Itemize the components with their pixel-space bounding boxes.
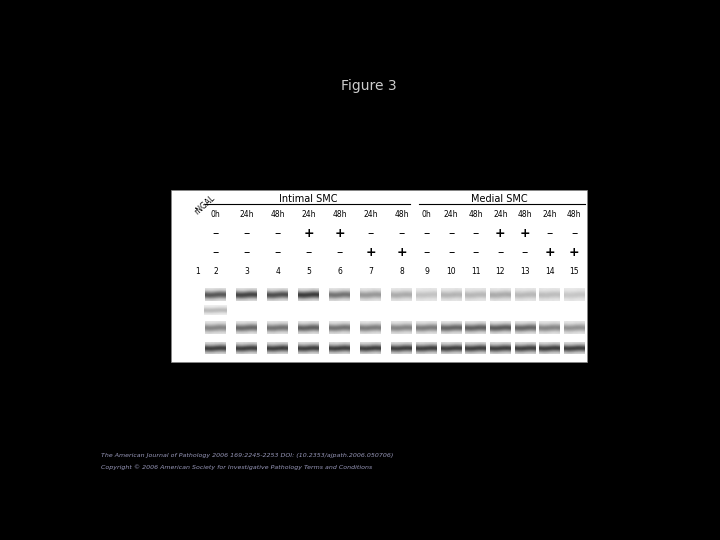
- Text: +: +: [396, 246, 407, 259]
- Text: Copyright © 2006 American Society for Investigative Pathology Terms and Conditio: Copyright © 2006 American Society for In…: [101, 464, 372, 470]
- Text: –: –: [398, 227, 405, 240]
- Text: –: –: [423, 227, 430, 240]
- Text: –: –: [212, 227, 219, 240]
- Text: –: –: [498, 246, 503, 259]
- Text: 48h: 48h: [518, 210, 532, 219]
- Text: –: –: [274, 246, 281, 259]
- Text: 9: 9: [424, 267, 429, 276]
- Text: 24h: 24h: [542, 210, 557, 219]
- Text: 24h: 24h: [302, 210, 316, 219]
- Text: –: –: [472, 246, 479, 259]
- Text: +: +: [334, 227, 345, 240]
- Text: 14: 14: [545, 267, 554, 276]
- Text: 12: 12: [495, 267, 505, 276]
- Text: lane: lane: [153, 267, 171, 276]
- Text: 13: 13: [520, 267, 530, 276]
- Text: 5: 5: [306, 267, 311, 276]
- Text: 7: 7: [368, 267, 373, 276]
- Text: 24h: 24h: [444, 210, 459, 219]
- Text: –: –: [571, 227, 577, 240]
- Text: 1: 1: [194, 267, 199, 276]
- Text: –: –: [423, 246, 430, 259]
- Text: 8: 8: [400, 267, 404, 276]
- Text: +: +: [544, 246, 555, 259]
- Text: β-Gal: β-Gal: [148, 229, 171, 238]
- Text: 2: 2: [213, 267, 218, 276]
- FancyBboxPatch shape: [171, 190, 587, 362]
- Text: rNGAL: rNGAL: [192, 194, 217, 217]
- Text: Medial SMC: Medial SMC: [471, 194, 528, 204]
- Text: Intimal SMC: Intimal SMC: [279, 194, 338, 204]
- Text: 4: 4: [275, 267, 280, 276]
- Text: –: –: [448, 227, 454, 240]
- Text: –: –: [546, 227, 553, 240]
- Text: 24h: 24h: [493, 210, 508, 219]
- Text: –: –: [305, 246, 312, 259]
- Text: NGAL: NGAL: [587, 291, 611, 299]
- Text: 48h: 48h: [567, 210, 581, 219]
- Text: –: –: [448, 246, 454, 259]
- Text: –: –: [472, 227, 479, 240]
- Text: –: –: [522, 246, 528, 259]
- Text: 25 kDa >: 25 kDa >: [135, 291, 171, 299]
- Text: The American Journal of Pathology 2006 169:2245-2253 DOI: (10.2353/ajpath.2006.0: The American Journal of Pathology 2006 1…: [101, 453, 394, 458]
- Text: MMP-9: MMP-9: [587, 323, 615, 332]
- Text: 0h: 0h: [422, 210, 431, 219]
- Text: 48h: 48h: [271, 210, 285, 219]
- Text: 48h: 48h: [469, 210, 483, 219]
- Text: –: –: [243, 246, 250, 259]
- Text: 3: 3: [244, 267, 249, 276]
- Text: –: –: [274, 227, 281, 240]
- Text: 11: 11: [471, 267, 480, 276]
- Text: +: +: [569, 246, 580, 259]
- Text: –: –: [243, 227, 250, 240]
- Text: –: –: [336, 246, 343, 259]
- Text: 50 kDa >: 50 kDa >: [135, 344, 171, 353]
- Text: 82 kDa >: 82 kDa >: [135, 323, 171, 332]
- Text: 15: 15: [570, 267, 579, 276]
- Text: +: +: [520, 227, 530, 240]
- Text: +: +: [495, 227, 505, 240]
- Text: +: +: [303, 227, 314, 240]
- Text: +: +: [365, 246, 376, 259]
- Text: 48h: 48h: [395, 210, 409, 219]
- Text: 10: 10: [446, 267, 456, 276]
- Text: β-actin: β-actin: [587, 344, 616, 353]
- Text: IL-1β: IL-1β: [150, 210, 171, 219]
- Text: 48h: 48h: [333, 210, 347, 219]
- Text: Figure 3: Figure 3: [341, 79, 397, 93]
- Text: –: –: [367, 227, 374, 240]
- Text: 24h: 24h: [364, 210, 378, 219]
- Text: 6: 6: [337, 267, 342, 276]
- Text: –: –: [212, 246, 219, 259]
- Text: 24h: 24h: [240, 210, 254, 219]
- Text: 0h: 0h: [211, 210, 221, 219]
- Text: dnIKKβ: dnIKKβ: [141, 248, 171, 257]
- Text: 20 kDa >: 20 kDa >: [135, 306, 171, 315]
